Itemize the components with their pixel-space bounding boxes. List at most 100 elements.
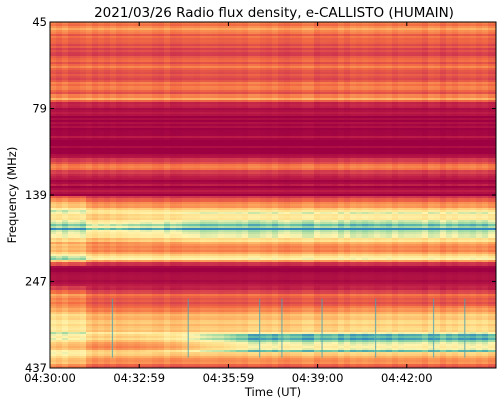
heatmap-cell xyxy=(440,94,447,97)
heatmap-cell xyxy=(98,122,105,125)
heatmap-cell xyxy=(80,36,87,39)
spectrogram-heatmap xyxy=(50,22,496,368)
heatmap-cell xyxy=(416,72,423,75)
heatmap-cell xyxy=(170,38,177,41)
heatmap-cell xyxy=(134,124,141,127)
heatmap-cell xyxy=(446,40,453,43)
heatmap-cell xyxy=(110,86,117,89)
heatmap-cell xyxy=(242,102,249,105)
heatmap-cell xyxy=(494,92,496,95)
heatmap-cell xyxy=(104,90,111,93)
heatmap-cell xyxy=(98,70,105,73)
heatmap-cell xyxy=(314,26,321,29)
heatmap-cell xyxy=(296,52,303,55)
heatmap-cell xyxy=(482,38,489,41)
heatmap-cell xyxy=(380,48,387,51)
heatmap-cell xyxy=(488,48,495,51)
heatmap-cell xyxy=(476,24,483,27)
heatmap-cell xyxy=(278,42,285,45)
heatmap-cell xyxy=(224,86,231,89)
heatmap-cell xyxy=(200,114,207,117)
heatmap-cell xyxy=(284,60,291,63)
heatmap-cell xyxy=(236,26,243,29)
heatmap-cell xyxy=(446,56,453,59)
heatmap-cell xyxy=(476,58,483,61)
heatmap-cell xyxy=(122,42,129,45)
heatmap-cell xyxy=(278,64,285,67)
heatmap-cell xyxy=(212,58,219,61)
heatmap-cell xyxy=(68,40,75,43)
heatmap-cell xyxy=(452,30,459,33)
heatmap-cell xyxy=(272,38,279,41)
heatmap-cell xyxy=(428,74,435,77)
heatmap-cell xyxy=(398,30,405,33)
heatmap-cell xyxy=(272,36,279,39)
heatmap-cell xyxy=(218,98,225,101)
heatmap-cell xyxy=(458,58,465,61)
heatmap-cell xyxy=(170,114,177,117)
heatmap-cell xyxy=(56,36,63,39)
heatmap-cell xyxy=(494,28,496,31)
heatmap-cell xyxy=(194,124,201,127)
heatmap-cell xyxy=(230,106,237,109)
heatmap-cell xyxy=(164,100,171,103)
heatmap-cell xyxy=(356,24,363,27)
heatmap-cell xyxy=(374,110,381,113)
heatmap-cell xyxy=(152,24,159,27)
heatmap-cell xyxy=(230,66,237,69)
heatmap-cell xyxy=(92,118,99,121)
heatmap-cell xyxy=(56,116,63,119)
heatmap-cell xyxy=(122,44,129,47)
heatmap-cell xyxy=(350,112,357,115)
heatmap-cell xyxy=(194,42,201,45)
heatmap-cell xyxy=(470,110,477,113)
heatmap-cell xyxy=(248,100,255,103)
heatmap-cell xyxy=(422,120,429,123)
heatmap-cell xyxy=(422,110,429,113)
heatmap-cell xyxy=(218,76,225,79)
heatmap-cell xyxy=(80,86,87,89)
heatmap-cell xyxy=(128,120,135,123)
heatmap-cell xyxy=(50,56,57,59)
heatmap-cell xyxy=(236,58,243,61)
heatmap-cell xyxy=(164,30,171,33)
heatmap-cell xyxy=(254,62,261,65)
heatmap-cell xyxy=(470,108,477,111)
heatmap-cell xyxy=(338,84,345,87)
heatmap-cell xyxy=(320,82,327,85)
heatmap-cell xyxy=(332,76,339,79)
heatmap-cell xyxy=(170,68,177,71)
heatmap-cell xyxy=(266,92,273,95)
heatmap-cell xyxy=(290,122,297,125)
heatmap-cell xyxy=(404,72,411,75)
heatmap-cell xyxy=(416,92,423,95)
heatmap-cell xyxy=(440,110,447,113)
heatmap-cell xyxy=(266,66,273,69)
heatmap-cell xyxy=(158,78,165,81)
heatmap-cell xyxy=(440,42,447,45)
heatmap-cell xyxy=(212,22,219,25)
heatmap-cell xyxy=(74,114,81,117)
heatmap-cell xyxy=(290,48,297,51)
heatmap-cell xyxy=(278,50,285,53)
heatmap-cell xyxy=(488,32,495,35)
heatmap-cell xyxy=(284,92,291,95)
heatmap-cell xyxy=(110,44,117,47)
heatmap-cell xyxy=(344,42,351,45)
heatmap-cell xyxy=(188,48,195,51)
heatmap-cell xyxy=(482,74,489,77)
heatmap-cell xyxy=(146,62,153,65)
heatmap-cell xyxy=(362,126,369,129)
heatmap-cell xyxy=(416,66,423,69)
heatmap-cell xyxy=(326,108,333,111)
heatmap-cell xyxy=(410,98,417,101)
heatmap-cell xyxy=(128,122,135,125)
heatmap-cell xyxy=(410,28,417,31)
heatmap-cell xyxy=(212,30,219,33)
heatmap-cell xyxy=(380,70,387,73)
heatmap-cell xyxy=(224,120,231,123)
heatmap-cell xyxy=(392,84,399,87)
heatmap-cell xyxy=(146,96,153,99)
heatmap-cell xyxy=(140,120,147,123)
heatmap-cell xyxy=(398,54,405,57)
